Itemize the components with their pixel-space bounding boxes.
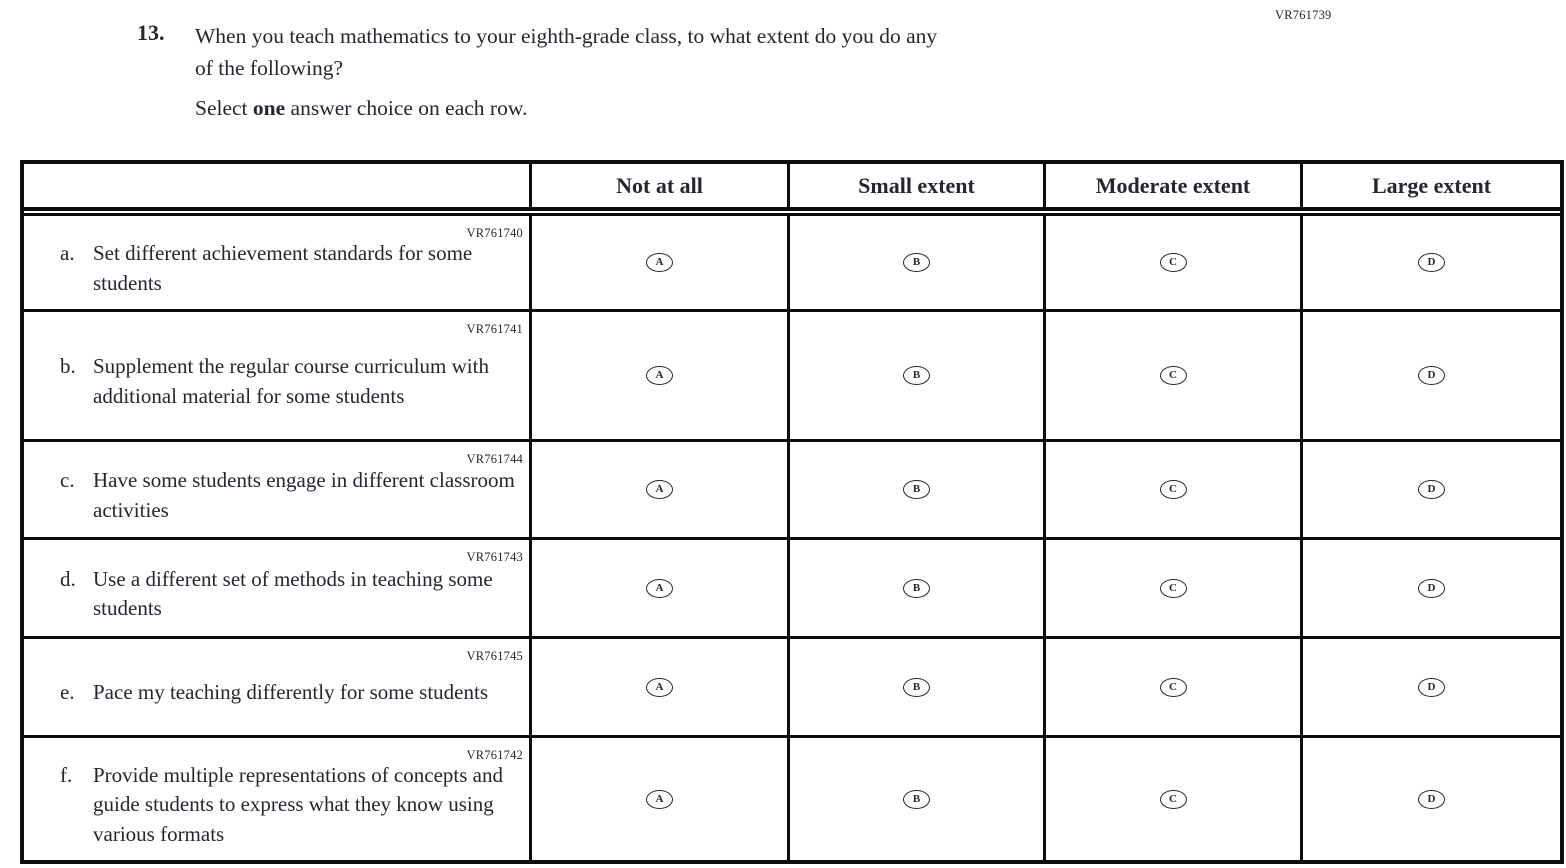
column-header-not-at-all: Not at all <box>529 164 787 207</box>
statement-cell-b: VR761741 b. Supplement the regular course… <box>24 309 529 439</box>
option-bubble-c[interactable]: C <box>1159 366 1187 385</box>
header-empty-cell <box>24 164 529 207</box>
option-cell-f-not-at-all[interactable]: A <box>529 735 787 860</box>
option-bubble-d[interactable]: D <box>1418 366 1445 385</box>
option-bubble-d[interactable]: D <box>1418 480 1445 499</box>
item-letter: b. <box>60 354 76 378</box>
item-code: VR761744 <box>466 452 523 466</box>
item-letter: d. <box>60 566 76 591</box>
option-bubble-b[interactable]: B <box>903 578 930 598</box>
answer-matrix-table: Not at all Small extent Moderate extent … <box>20 160 1564 864</box>
option-bubble-a[interactable]: A <box>646 253 673 272</box>
option-bubble-c[interactable]: C <box>1159 677 1187 697</box>
option-bubble-c[interactable]: C <box>1159 578 1187 598</box>
option-bubble-a[interactable]: A <box>646 677 673 697</box>
statement-cell-c: VR761744 c. Have some students engage in … <box>24 439 529 537</box>
option-bubble-d[interactable]: D <box>1418 677 1445 697</box>
item-code: VR761741 <box>466 322 523 336</box>
option-cell-c-moderate-extent[interactable]: C <box>1043 439 1300 537</box>
option-cell-d-large-extent[interactable]: D <box>1300 537 1560 636</box>
question-text-line2: of the following? <box>195 56 344 80</box>
option-cell-f-small-extent[interactable]: B <box>787 735 1043 860</box>
option-cell-d-small-extent[interactable]: B <box>787 537 1043 636</box>
question-instruction: Select one answer choice on each row. <box>195 96 527 121</box>
item-text: Supplement the regular course curriculum… <box>93 354 489 408</box>
option-cell-b-small-extent[interactable]: B <box>787 309 1043 439</box>
option-cell-e-moderate-extent[interactable]: C <box>1043 636 1300 735</box>
option-cell-c-small-extent[interactable]: B <box>787 439 1043 537</box>
instruction-prefix: Select <box>195 96 253 120</box>
instruction-suffix: answer choice on each row. <box>285 96 528 120</box>
option-cell-b-not-at-all[interactable]: A <box>529 309 787 439</box>
option-cell-e-small-extent[interactable]: B <box>787 636 1043 735</box>
item-letter: a. <box>60 241 75 265</box>
item-code: VR761743 <box>466 550 523 564</box>
option-bubble-c[interactable]: C <box>1159 253 1187 272</box>
option-bubble-b[interactable]: B <box>903 677 930 697</box>
item-text: Use a different set of methods in teachi… <box>93 566 493 621</box>
option-cell-a-small-extent[interactable]: B <box>787 216 1043 309</box>
option-bubble-d[interactable]: D <box>1418 253 1445 272</box>
item-letter: e. <box>60 680 75 705</box>
option-cell-e-not-at-all[interactable]: A <box>529 636 787 735</box>
option-cell-a-moderate-extent[interactable]: C <box>1043 216 1300 309</box>
option-cell-d-not-at-all[interactable]: A <box>529 537 787 636</box>
page-accession-code: VR761739 <box>1275 8 1332 22</box>
item-code: VR761745 <box>466 649 523 663</box>
option-bubble-a[interactable]: A <box>646 578 673 598</box>
item-code: VR761740 <box>466 226 523 240</box>
option-bubble-c[interactable]: C <box>1159 480 1187 499</box>
item-text: Provide multiple representations of conc… <box>93 762 503 846</box>
column-header-moderate-extent: Moderate extent <box>1043 164 1300 207</box>
option-cell-f-moderate-extent[interactable]: C <box>1043 735 1300 860</box>
statement-cell-f: VR761742 f. Provide multiple representati… <box>24 735 529 860</box>
statement-cell-a: VR761740 a. Set different achievement sta… <box>24 216 529 309</box>
item-text: Have some students engage in different c… <box>93 468 515 522</box>
option-cell-c-large-extent[interactable]: D <box>1300 439 1560 537</box>
item-code: VR761742 <box>466 748 523 762</box>
option-bubble-b[interactable]: B <box>903 366 930 385</box>
option-bubble-d[interactable]: D <box>1418 578 1445 598</box>
question-number: 13. <box>137 20 165 45</box>
option-cell-a-large-extent[interactable]: D <box>1300 216 1560 309</box>
item-text: Set different achievement standards for … <box>93 241 473 295</box>
option-bubble-a[interactable]: A <box>646 789 673 809</box>
item-letter: c. <box>60 468 75 492</box>
option-bubble-b[interactable]: B <box>903 253 930 272</box>
option-bubble-c[interactable]: C <box>1159 789 1187 809</box>
instruction-bold: one <box>252 96 286 120</box>
option-bubble-b[interactable]: B <box>903 789 930 809</box>
option-cell-c-not-at-all[interactable]: A <box>529 439 787 537</box>
option-cell-b-moderate-extent[interactable]: C <box>1043 309 1300 439</box>
option-bubble-b[interactable]: B <box>903 480 930 499</box>
option-bubble-a[interactable]: A <box>646 366 673 385</box>
option-cell-a-not-at-all[interactable]: A <box>529 216 787 309</box>
statement-cell-e: VR761745 e. Pace my teaching differently … <box>24 636 529 735</box>
option-cell-d-moderate-extent[interactable]: C <box>1043 537 1300 636</box>
statement-cell-d: VR761743 d. Use a different set of method… <box>24 537 529 636</box>
question-text: When you teach mathematics to your eight… <box>195 20 1235 84</box>
column-header-small-extent: Small extent <box>787 164 1043 207</box>
header-double-rule <box>24 207 1560 216</box>
option-cell-b-large-extent[interactable]: D <box>1300 309 1560 439</box>
column-header-large-extent: Large extent <box>1300 164 1560 207</box>
option-bubble-d[interactable]: D <box>1418 789 1445 809</box>
option-cell-f-large-extent[interactable]: D <box>1300 735 1560 860</box>
option-bubble-a[interactable]: A <box>646 480 673 499</box>
item-letter: f. <box>60 762 73 787</box>
item-text: Pace my teaching differently for some st… <box>93 680 489 705</box>
question-text-line1: When you teach mathematics to your eight… <box>195 24 938 48</box>
option-cell-e-large-extent[interactable]: D <box>1300 636 1560 735</box>
